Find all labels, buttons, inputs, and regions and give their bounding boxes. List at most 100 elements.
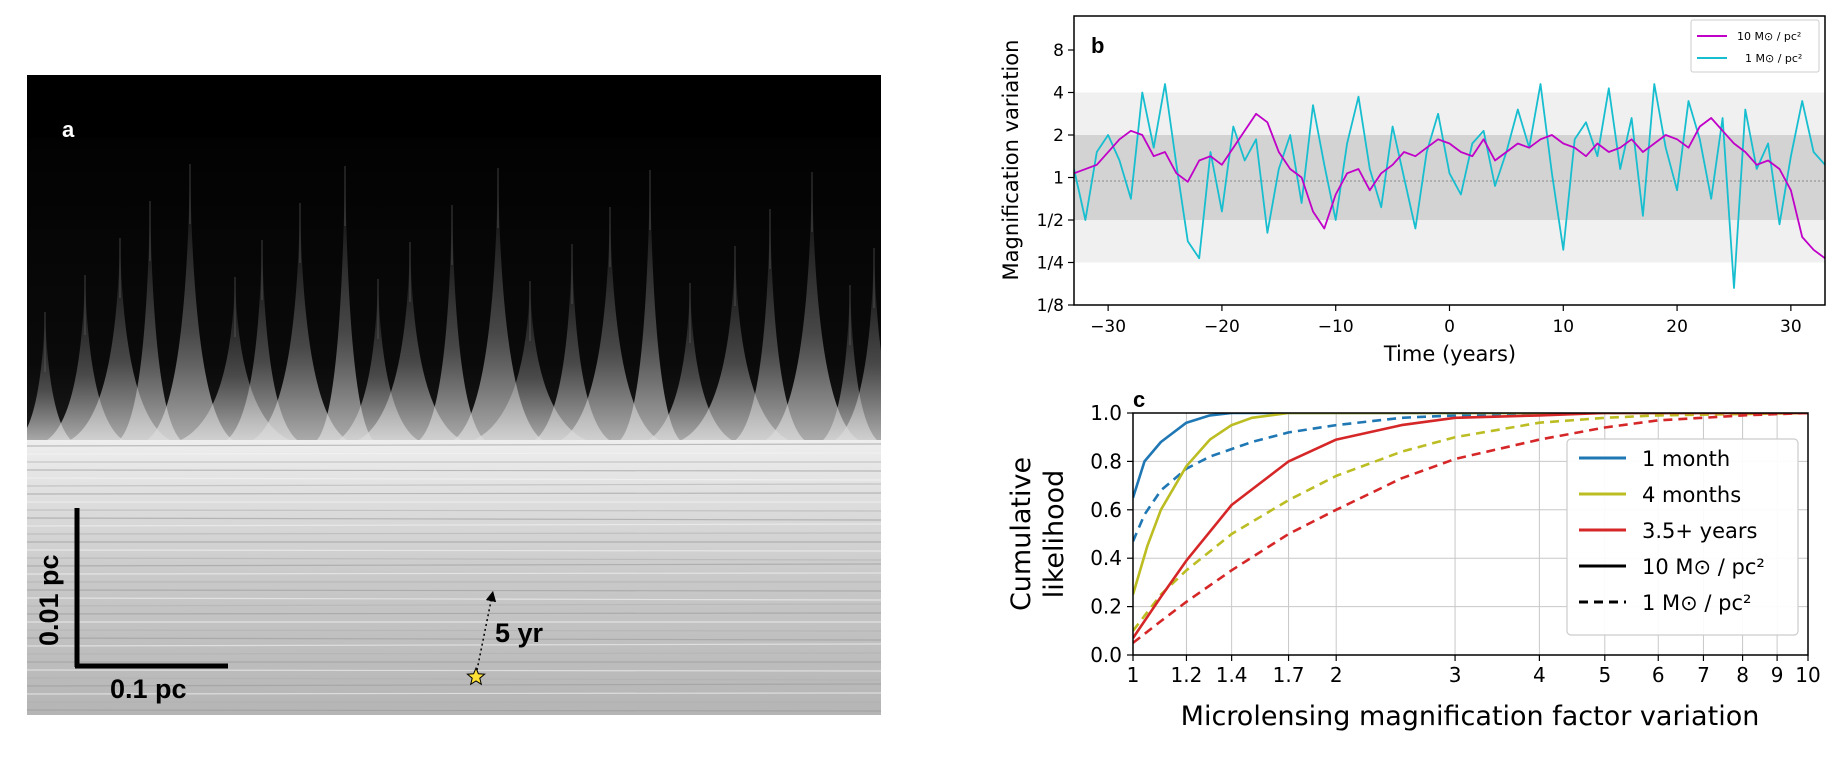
panel-b-legend: 10 M⊙ / pc² 1 M⊙ / pc²	[1690, 19, 1820, 73]
x-tick-label: 10	[1795, 663, 1820, 687]
caustic-floor-streak	[27, 669, 881, 672]
magnification-band	[1074, 135, 1825, 220]
panel-c-label: c	[1133, 387, 1145, 412]
source-star-icon	[466, 666, 486, 686]
caustic-floor-streak	[27, 603, 881, 607]
y-tick-label: 1/4	[1037, 254, 1064, 274]
x-tick-label: 30	[1780, 317, 1802, 337]
caustic-floor-streak	[27, 612, 881, 615]
x-tick-label: 1.4	[1216, 663, 1248, 687]
x-tick-label: 4	[1533, 663, 1546, 687]
caustic-floor-streak	[27, 643, 881, 647]
caustic-cusp	[66, 238, 174, 442]
series-1-msun-line	[1074, 83, 1825, 289]
caustic-cusp	[762, 172, 862, 442]
panel-a-label: a	[62, 117, 75, 142]
caustic-floor-streak	[27, 549, 881, 552]
caustic-cusp	[618, 170, 682, 442]
caustic-floor-streak	[27, 483, 881, 487]
panel-c-legend: 1 month 4 months 3.5+ years 10 M⊙ / pc² 1 M⊙…	[1566, 438, 1799, 636]
caustic-floor-streak	[27, 637, 881, 641]
caustic-floor-streak	[27, 597, 881, 601]
caustic-cusp	[117, 201, 183, 442]
y-tick-label: 4	[1053, 84, 1064, 104]
caustic-cusp	[144, 164, 236, 442]
caustic-cusp	[450, 168, 546, 442]
panel-c-y-axis-label-line1: Cumulative	[1006, 457, 1037, 611]
caustic-cusp	[532, 244, 612, 442]
y-tick-label: 2	[1053, 126, 1064, 146]
y-tick-label: 8	[1053, 41, 1064, 61]
y-tick-label: 0.8	[1090, 449, 1122, 473]
legend-label-1-msun: 1 M⊙ / pc²	[1745, 52, 1802, 65]
caustic-cusp	[821, 285, 879, 442]
x-tick-label: 9	[1771, 663, 1784, 687]
x-tick-label: 2	[1330, 663, 1343, 687]
caustic-cusp	[335, 279, 421, 442]
x-tick-label: 1.7	[1273, 663, 1305, 687]
caustic-cusps	[27, 164, 881, 442]
x-tick-label: 6	[1652, 663, 1665, 687]
legend-label: 3.5+ years	[1642, 519, 1757, 543]
panel-b-x-axis-label: Time (years)	[1383, 342, 1516, 366]
cumulative-curve	[1133, 413, 1808, 542]
caustic-floor-streak	[27, 509, 881, 512]
caustic-cusp	[176, 277, 294, 442]
panel-c-x-axis-label: Microlensing magnification factor variat…	[1181, 701, 1760, 732]
caustic-floor-streak	[27, 709, 881, 712]
caustic-floor-streak	[27, 532, 881, 535]
x-tick-label: −10	[1318, 317, 1354, 337]
panel-c-frame	[1132, 412, 1809, 656]
caustic-floor-streak	[27, 652, 881, 655]
y-tick-label: 1/8	[1037, 296, 1064, 316]
panel-c-legend-box	[1566, 438, 1799, 636]
panel-c-y-ticks: 0.0 0.2 0.4 0.6 0.8 1.0	[1090, 401, 1133, 667]
y-tick-label: 1.0	[1090, 401, 1122, 425]
caustic-floor-streak	[27, 443, 881, 447]
legend-label: 1 M⊙ / pc²	[1642, 591, 1751, 615]
panel-b-y-axis-label: Magnification variation	[999, 40, 1023, 281]
caustic-floor-streak	[27, 677, 881, 681]
panel-b-y-ticks: 1/8 1/4 1/2 1 2 4 8	[1037, 41, 1074, 316]
panel-b-label: b	[1091, 33, 1104, 58]
x-tick-label: 7	[1697, 663, 1710, 687]
cumulative-curve	[1133, 413, 1808, 639]
caustic-floor-streak	[27, 477, 881, 481]
caustic-cusp	[249, 203, 351, 442]
y-tick-label: 0.0	[1090, 643, 1122, 667]
y-tick-label: 0.4	[1090, 546, 1122, 570]
panel-c-y-axis-label-line2: likelihood	[1039, 470, 1070, 599]
x-tick-label: 0	[1444, 317, 1455, 337]
cumulative-curve	[1133, 413, 1808, 499]
x-tick-label: 1	[1127, 663, 1140, 687]
cumulative-curve	[1133, 413, 1808, 595]
magnification-bands	[1074, 92, 1825, 263]
trajectory-arrow	[475, 590, 497, 676]
vertical-scale-label: 0.01 pc	[34, 554, 64, 646]
caustic-floor-streak	[27, 563, 881, 567]
cumulative-series	[1133, 413, 1808, 644]
x-tick-label: −20	[1204, 317, 1240, 337]
caustic-top-band	[27, 75, 881, 138]
caustic-floor-streak	[27, 629, 881, 632]
caustic-cusp	[27, 312, 73, 442]
caustic-cusp	[733, 209, 807, 442]
series-10-msun-line	[1074, 112, 1825, 260]
caustic-cusp	[417, 205, 487, 442]
caustic-cusp	[645, 283, 735, 442]
caustic-floor-streak	[27, 589, 881, 592]
panel-b-light-curve: −30 −20 −10 0 10 20 30 1/8 1/4 1/2 1 2 4 8 b Time (y…	[999, 15, 1826, 366]
caustic-floor-streak	[27, 517, 881, 521]
x-tick-label: 1.2	[1171, 663, 1203, 687]
caustic-floor-streak	[27, 452, 881, 455]
caustic-cusp	[44, 275, 126, 442]
y-tick-label: 0.6	[1090, 498, 1122, 522]
panel-a-caustic-map: a 0.01 pc 0.1 pc 5 yr	[27, 75, 881, 715]
x-tick-label: 20	[1666, 317, 1688, 337]
legend-label: 10 M⊙ / pc²	[1642, 555, 1765, 579]
cumulative-curve	[1133, 413, 1808, 632]
caustic-cusp	[354, 242, 466, 442]
caustic-floor-streak	[27, 523, 881, 527]
